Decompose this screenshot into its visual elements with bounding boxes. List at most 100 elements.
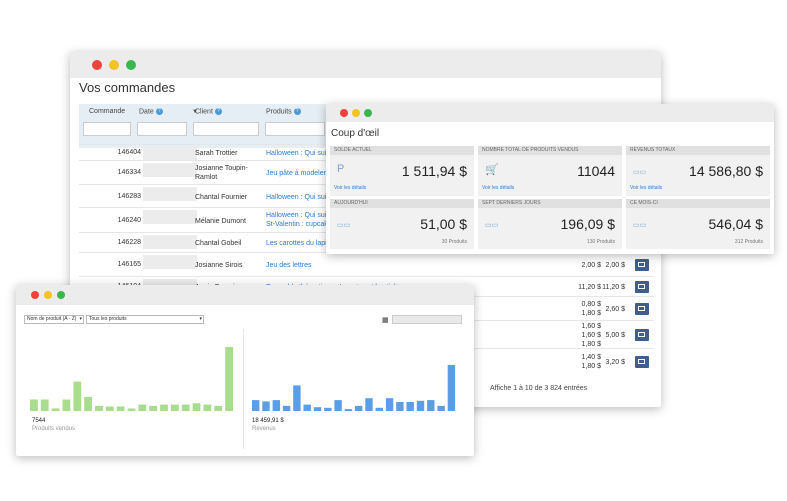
sort-select[interactable]: Nom de produit (A - Z) ▾	[24, 315, 84, 324]
date-range-field[interactable]	[392, 315, 462, 324]
column-header-produits[interactable]: Produits?	[266, 108, 301, 115]
chart-bar	[334, 400, 342, 411]
email-icon[interactable]	[635, 281, 649, 293]
unit-prices: 1,60 $ 1,60 $ 1,80 $	[581, 323, 601, 348]
chart-bar	[51, 408, 60, 411]
chart-bar	[73, 381, 82, 411]
products-sold-chart	[30, 347, 233, 411]
column-header-client[interactable]: Client?	[195, 108, 222, 115]
help-icon[interactable]: ?	[214, 108, 222, 115]
chart-bar	[40, 399, 49, 411]
email-icon[interactable]	[635, 303, 649, 315]
card-value: 196,09 $	[560, 216, 616, 232]
maximize-button[interactable]	[364, 109, 372, 117]
products-sold-value: 7544	[32, 418, 46, 424]
maximize-button[interactable]	[57, 291, 65, 299]
order-date-cell	[143, 210, 197, 224]
close-button[interactable]	[92, 60, 102, 70]
chevron-down-icon: ▾	[79, 316, 82, 322]
chart-bar	[406, 402, 414, 411]
close-button[interactable]	[340, 109, 348, 117]
stat-card: Sept derniers jours ▭▭ 196,09 $ 130 Produit…	[478, 199, 622, 249]
chart-bar	[105, 406, 114, 411]
order-id: 146240	[117, 217, 141, 224]
total-price: 11,20 $	[602, 284, 625, 291]
filter-client-input[interactable]	[193, 122, 259, 136]
table-row[interactable]: 146165 Josianne Sirois Jeu des lettres 2,00…	[79, 252, 654, 277]
order-id: 146228	[117, 239, 141, 246]
filter-produits-input[interactable]	[265, 122, 325, 136]
chart-bar	[127, 408, 136, 411]
sort-down-icon[interactable]: ▼	[192, 109, 198, 115]
product-link[interactable]: Jeu des lettres	[266, 262, 312, 269]
product-link[interactable]: Halloween : Qui suis St-Valentin : cupca…	[266, 212, 330, 228]
product-filter-select[interactable]: Tous les produits ▾	[86, 315, 204, 324]
products-sold-label: Produits vendus	[32, 426, 76, 432]
orders-title: Vos commandes	[79, 80, 176, 95]
help-icon[interactable]: ?	[155, 108, 163, 115]
product-link[interactable]: Jeu pâte à modeler	[266, 170, 326, 177]
chart-bar	[272, 400, 280, 411]
chart-bar	[160, 404, 168, 411]
chart-bar	[365, 398, 373, 411]
email-icon[interactable]	[635, 356, 649, 368]
filter-commande-input[interactable]	[83, 122, 131, 136]
filter-date-input[interactable]	[137, 122, 187, 136]
chart-bar	[138, 404, 147, 411]
chevron-down-icon: ▾	[199, 316, 202, 322]
close-button[interactable]	[31, 291, 39, 299]
chart-bar	[84, 396, 92, 411]
chart-bar	[116, 406, 125, 411]
order-date-cell	[143, 187, 197, 201]
help-icon[interactable]: ?	[293, 108, 301, 115]
revenue-chart	[252, 364, 456, 411]
stat-card: Aujourd'hui ▭▭ 51,00 $ 30 Produits	[330, 199, 474, 249]
column-header-date[interactable]: Date?	[139, 108, 163, 115]
product-link[interactable]: Halloween : Qui suis	[266, 150, 330, 157]
chart-bar	[282, 405, 291, 411]
card-icon: ▭▭	[633, 169, 647, 176]
stat-card: Solde actuel P 1 511,94 $ Voir les détails	[330, 146, 474, 196]
details-link[interactable]: Voir les détails	[482, 185, 515, 191]
chart-bar	[170, 404, 179, 411]
minimize-button[interactable]	[352, 109, 360, 117]
order-date-cell	[143, 235, 197, 249]
chart-bar	[252, 400, 260, 411]
client-name: Mélanie Dumont	[195, 218, 246, 225]
paypal-icon: P	[337, 163, 345, 175]
chart-bar	[225, 347, 233, 411]
client-name: Chantal Fournier	[195, 194, 248, 201]
products-window: Nom de produit (A - Z) ▾ Tous les produit…	[16, 285, 474, 456]
chart-bar	[447, 364, 456, 411]
chart-bar	[416, 400, 425, 411]
order-id: 146165	[117, 261, 141, 268]
card-subtext: 30 Produits	[441, 239, 467, 245]
product-link[interactable]: Halloween : Qui suis	[266, 194, 330, 201]
calendar-icon[interactable]: ▦	[382, 317, 389, 324]
minimize-button[interactable]	[109, 60, 119, 70]
details-link[interactable]: Voir les détails	[630, 185, 663, 191]
card-icon: ▭▭	[633, 222, 647, 229]
card-header: Solde actuel	[330, 146, 474, 155]
total-price: 2,00 $	[605, 262, 625, 269]
chart-bar	[385, 398, 394, 411]
card-subtext: 312 Produits	[734, 239, 763, 245]
total-price: 2,60 $	[605, 306, 625, 313]
card-header: Sept derniers jours	[478, 199, 622, 208]
card-value: 1 511,94 $	[401, 163, 467, 179]
order-id: 146283	[117, 193, 141, 200]
minimize-button[interactable]	[44, 291, 52, 299]
card-value: 51,00 $	[420, 216, 467, 232]
column-header-commande[interactable]: Commande	[89, 108, 126, 115]
maximize-button[interactable]	[126, 60, 136, 70]
email-icon[interactable]	[635, 329, 649, 341]
total-price: 3,20 $	[605, 359, 625, 366]
unit-prices: 1,40 $ 1,80 $	[581, 354, 601, 370]
chart-bar	[293, 385, 301, 411]
client-name: Chantal Gobeil	[195, 240, 242, 247]
email-icon[interactable]	[635, 259, 649, 271]
chart-bar	[181, 404, 190, 411]
details-link[interactable]: Voir les détails	[334, 185, 367, 191]
product-link[interactable]: Les carottes du lapin	[266, 240, 331, 247]
revenue-value: 18 459,91 $	[252, 418, 284, 424]
